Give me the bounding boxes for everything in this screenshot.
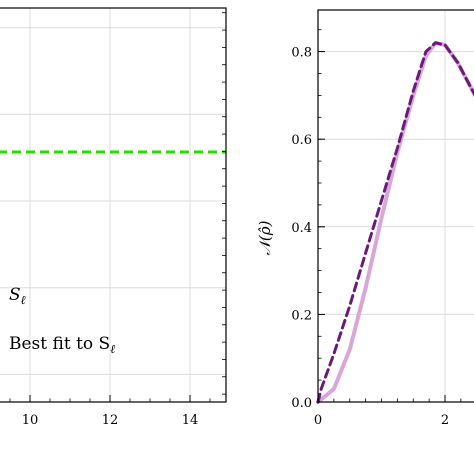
right-y-tick-label: 0.4 (291, 221, 312, 236)
left-x-tick-label: 12 (102, 413, 119, 428)
right-y-tick-label: 0.8 (291, 46, 312, 61)
right-series-line-1 (316, 41, 474, 404)
left-legend: Sℓ Best fit to Sℓ (9, 285, 115, 356)
left-x-tick-label: 10 (22, 413, 39, 428)
right-series-line-0 (316, 40, 474, 404)
left-x-tick-label: 14 (182, 413, 199, 428)
left-grid (0, 8, 226, 402)
right-y-tick-label: 0.2 (291, 308, 312, 323)
right-x-tick-label: 0 (314, 413, 322, 428)
left-axes-frame (0, 7, 227, 403)
right-series (316, 40, 474, 404)
right-axes-frame (317, 9, 474, 403)
legend-entry-s-l: Sℓ (9, 285, 26, 307)
right-x-tick-label: 2 (441, 413, 449, 428)
left-panel: 10 12 14 Sℓ Best fit to Sℓ (0, 7, 227, 428)
right-grid (317, 10, 474, 403)
right-y-tick-label: 0.6 (291, 133, 312, 148)
legend-entry-best-fit: Best fit to Sℓ (9, 334, 115, 356)
right-y-tick-label: 0.0 (291, 396, 312, 411)
right-y-axis-label: 𝒩(ρ̂) (256, 220, 274, 255)
right-panel: 0 2 0.0 0.2 0.4 0.6 0.8 𝒩(ρ̂) (256, 9, 474, 428)
left-ticks: 10 12 14 (9, 12, 226, 428)
right-ticks: 0 2 0.0 0.2 0.4 0.6 0.8 (291, 29, 462, 428)
